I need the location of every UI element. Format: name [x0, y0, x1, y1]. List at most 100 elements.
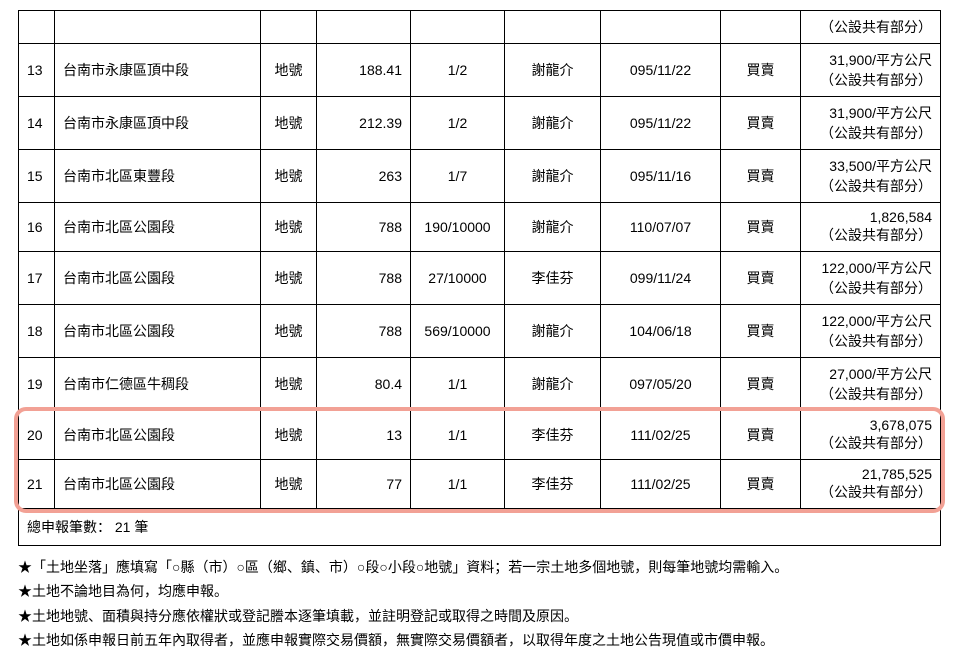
header-cell-loc: [55, 11, 261, 44]
cell-value: 33,500/平方公尺（公設共有部分）: [801, 150, 941, 203]
cell-date: 111/02/25: [601, 411, 721, 460]
cell-reason: 買賣: [721, 44, 801, 97]
summary-cell: 總申報筆數： 21 筆: [19, 509, 941, 546]
table-row: 21台南市北區公園段地號771/1李佳芬111/02/25買賣21,785,52…: [19, 460, 941, 509]
cell-no: 13: [19, 44, 55, 97]
cell-unit: 地號: [261, 411, 317, 460]
table-row: 14台南市永康區頂中段地號212.391/2謝龍介095/11/22買賣31,9…: [19, 97, 941, 150]
header-cell-date: [601, 11, 721, 44]
cell-share: 190/10000: [411, 203, 505, 252]
header-value-text: （公設共有部分）: [809, 17, 932, 37]
cell-date: 110/07/07: [601, 203, 721, 252]
table-header-row: （公設共有部分）: [19, 11, 941, 44]
summary-row: 總申報筆數： 21 筆: [19, 509, 941, 546]
cell-value: 21,785,525（公設共有部分）: [801, 460, 941, 509]
cell-share: 1/1: [411, 358, 505, 411]
cell-date: 095/11/22: [601, 44, 721, 97]
cell-share: 27/10000: [411, 252, 505, 305]
cell-date: 095/11/22: [601, 97, 721, 150]
cell-unit: 地號: [261, 97, 317, 150]
cell-area: 80.4: [317, 358, 411, 411]
cell-loc: 台南市仁德區牛稠段: [55, 358, 261, 411]
cell-loc: 台南市永康區頂中段: [55, 44, 261, 97]
cell-owner: 謝龍介: [505, 203, 601, 252]
cell-date: 095/11/16: [601, 150, 721, 203]
cell-unit: 地號: [261, 305, 317, 358]
cell-no: 21: [19, 460, 55, 509]
cell-value: 31,900/平方公尺（公設共有部分）: [801, 44, 941, 97]
cell-date: 111/02/25: [601, 460, 721, 509]
cell-no: 14: [19, 97, 55, 150]
cell-loc: 台南市北區東豐段: [55, 150, 261, 203]
cell-value: 31,900/平方公尺（公設共有部分）: [801, 97, 941, 150]
cell-area: 77: [317, 460, 411, 509]
land-table: （公設共有部分） 13台南市永康區頂中段地號188.411/2謝龍介095/11…: [18, 10, 941, 546]
cell-unit: 地號: [261, 460, 317, 509]
cell-share: 1/2: [411, 44, 505, 97]
cell-reason: 買賣: [721, 150, 801, 203]
table-container: （公設共有部分） 13台南市永康區頂中段地號188.411/2謝龍介095/11…: [18, 10, 941, 546]
notes-section: ★「土地坐落」應填寫「○縣（市）○區（鄉、鎮、市）○段○小段○地號」資料；若一宗…: [18, 556, 941, 652]
cell-unit: 地號: [261, 252, 317, 305]
cell-area: 188.41: [317, 44, 411, 97]
note-line: ★土地不論地目為何，均應申報。: [18, 580, 941, 602]
cell-value: 122,000/平方公尺（公設共有部分）: [801, 252, 941, 305]
cell-value: 27,000/平方公尺（公設共有部分）: [801, 358, 941, 411]
cell-owner: 謝龍介: [505, 97, 601, 150]
cell-owner: 李佳芬: [505, 460, 601, 509]
cell-reason: 買賣: [721, 460, 801, 509]
summary-value: 21 筆: [115, 519, 148, 535]
cell-no: 18: [19, 305, 55, 358]
cell-reason: 買賣: [721, 411, 801, 460]
cell-no: 17: [19, 252, 55, 305]
table-row: 19台南市仁德區牛稠段地號80.41/1謝龍介097/05/20買賣27,000…: [19, 358, 941, 411]
header-cell-value: （公設共有部分）: [801, 11, 941, 44]
cell-unit: 地號: [261, 358, 317, 411]
cell-owner: 謝龍介: [505, 44, 601, 97]
cell-share: 1/1: [411, 411, 505, 460]
table-row: 15台南市北區東豐段地號2631/7謝龍介095/11/16買賣33,500/平…: [19, 150, 941, 203]
cell-area: 788: [317, 203, 411, 252]
cell-loc: 台南市北區公園段: [55, 203, 261, 252]
cell-area: 212.39: [317, 97, 411, 150]
table-row: 20台南市北區公園段地號131/1李佳芬111/02/25買賣3,678,075…: [19, 411, 941, 460]
cell-area: 263: [317, 150, 411, 203]
table-row: 13台南市永康區頂中段地號188.411/2謝龍介095/11/22買賣31,9…: [19, 44, 941, 97]
cell-value: 1,826,584（公設共有部分）: [801, 203, 941, 252]
cell-no: 15: [19, 150, 55, 203]
cell-value: 3,678,075（公設共有部分）: [801, 411, 941, 460]
cell-reason: 買賣: [721, 358, 801, 411]
table-row: 16台南市北區公園段地號788190/10000謝龍介110/07/07買賣1,…: [19, 203, 941, 252]
cell-loc: 台南市北區公園段: [55, 460, 261, 509]
cell-owner: 謝龍介: [505, 358, 601, 411]
cell-unit: 地號: [261, 44, 317, 97]
cell-no: 19: [19, 358, 55, 411]
cell-date: 097/05/20: [601, 358, 721, 411]
cell-reason: 買賣: [721, 203, 801, 252]
cell-owner: 謝龍介: [505, 150, 601, 203]
cell-loc: 台南市永康區頂中段: [55, 97, 261, 150]
header-cell-reason: [721, 11, 801, 44]
cell-reason: 買賣: [721, 97, 801, 150]
cell-loc: 台南市北區公園段: [55, 305, 261, 358]
cell-owner: 李佳芬: [505, 411, 601, 460]
cell-share: 569/10000: [411, 305, 505, 358]
note-line: ★土地地號、面積與持分應依權狀或登記謄本逐筆填載，並註明登記或取得之時間及原因。: [18, 605, 941, 627]
cell-loc: 台南市北區公園段: [55, 411, 261, 460]
cell-area: 788: [317, 305, 411, 358]
cell-unit: 地號: [261, 203, 317, 252]
header-cell-area: [317, 11, 411, 44]
cell-share: 1/2: [411, 97, 505, 150]
table-row: 18台南市北區公園段地號788569/10000謝龍介104/06/18買賣12…: [19, 305, 941, 358]
cell-area: 13: [317, 411, 411, 460]
cell-reason: 買賣: [721, 252, 801, 305]
cell-date: 104/06/18: [601, 305, 721, 358]
cell-share: 1/7: [411, 150, 505, 203]
table-row: 17台南市北區公園段地號78827/10000李佳芬099/11/24買賣122…: [19, 252, 941, 305]
note-line: ★「土地坐落」應填寫「○縣（市）○區（鄉、鎮、市）○段○小段○地號」資料；若一宗…: [18, 556, 941, 578]
header-cell-share: [411, 11, 505, 44]
cell-no: 20: [19, 411, 55, 460]
note-line: ★土地如係申報日前五年內取得者，並應申報實際交易價額，無實際交易價額者，以取得年…: [18, 629, 941, 651]
cell-no: 16: [19, 203, 55, 252]
cell-area: 788: [317, 252, 411, 305]
